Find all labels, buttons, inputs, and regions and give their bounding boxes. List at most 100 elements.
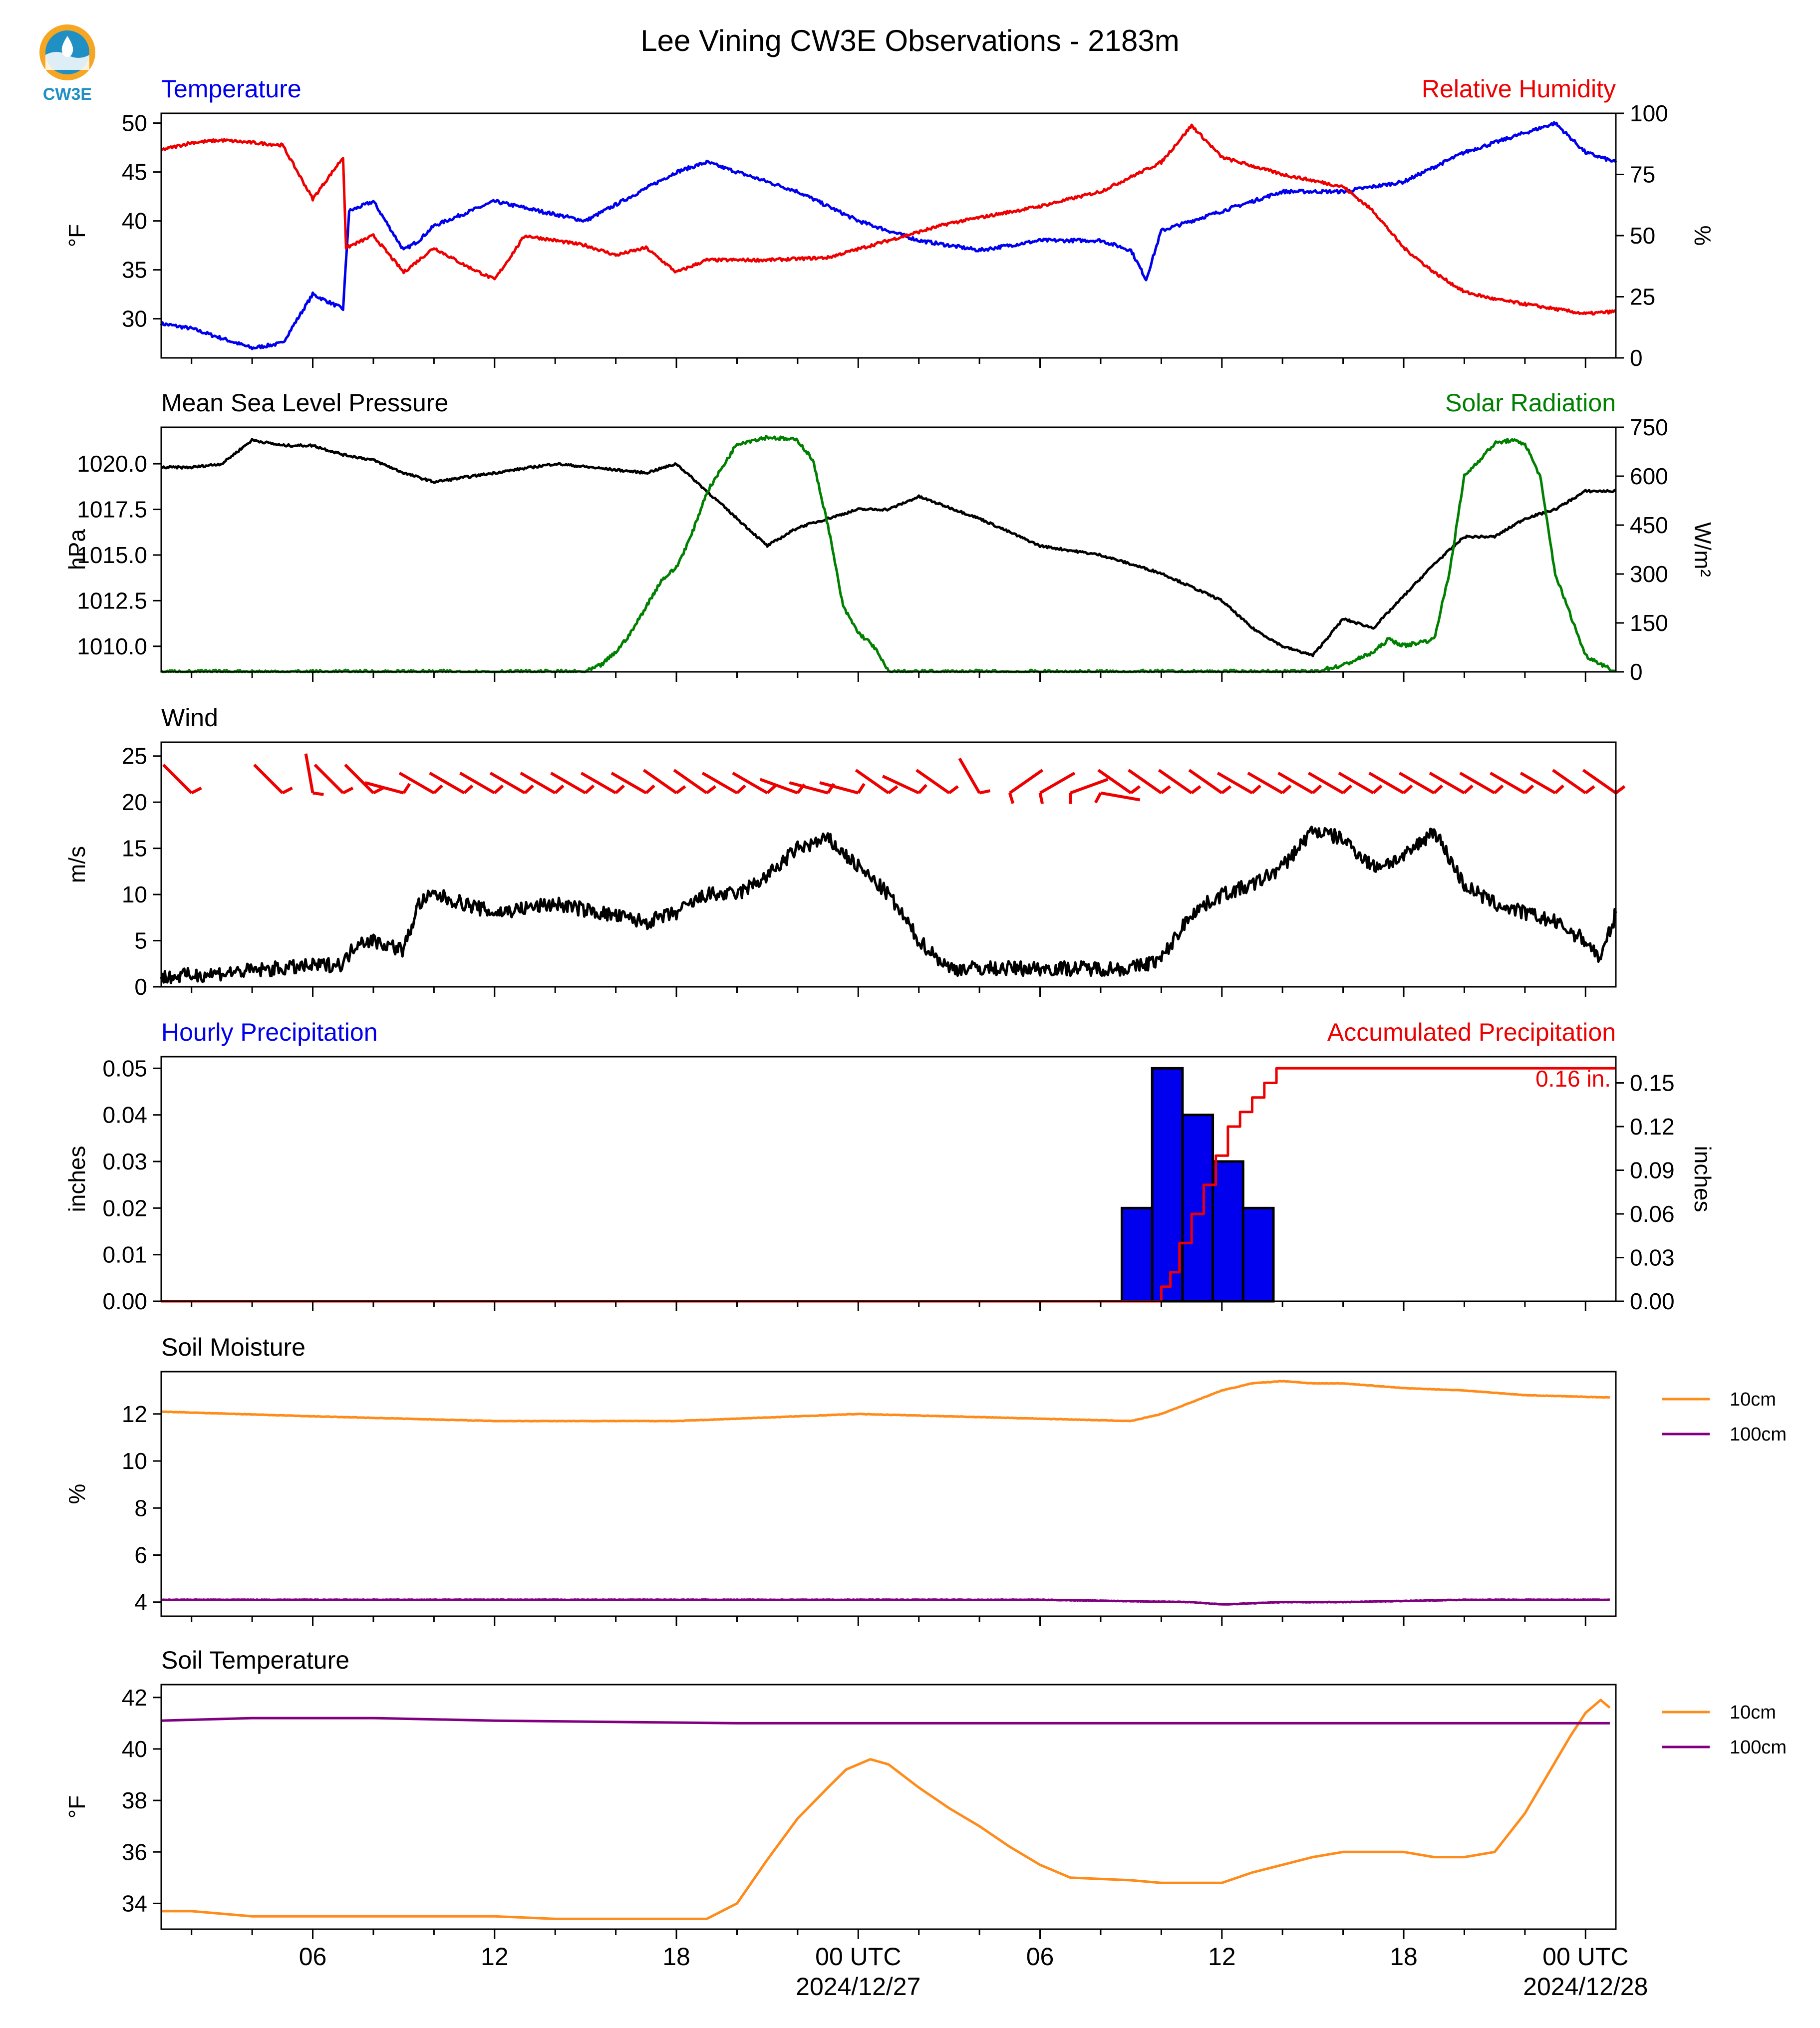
wind-barb-flag bbox=[1523, 784, 1534, 794]
wind-barb bbox=[882, 775, 919, 795]
y-tick-label: 0.03 bbox=[102, 1149, 147, 1174]
y2-axis-label: W/m² bbox=[1690, 522, 1716, 577]
wind-barb bbox=[1368, 772, 1405, 795]
wind-barb-flag bbox=[1008, 792, 1015, 804]
wind-barb bbox=[1158, 769, 1193, 795]
y-axis-label: °F bbox=[64, 224, 90, 248]
wind-barb bbox=[958, 757, 981, 794]
x-tick-label: 12 bbox=[1208, 1943, 1236, 1971]
y-tick-label: 15 bbox=[122, 836, 147, 862]
wind-barb bbox=[1552, 769, 1587, 795]
panel-left-title: Temperature bbox=[161, 75, 302, 103]
wind-barb-flag bbox=[1130, 785, 1141, 795]
wind-barb bbox=[550, 772, 587, 795]
wind-barb-flag bbox=[433, 784, 443, 794]
wind-barb bbox=[364, 781, 404, 795]
wind-barb-flag bbox=[1494, 784, 1504, 794]
y-tick-label: 20 bbox=[122, 789, 147, 815]
wind-barb-flag bbox=[948, 785, 959, 795]
legend-label: 100cm bbox=[1730, 1424, 1787, 1445]
wind-barb-flag bbox=[1372, 784, 1383, 794]
y-tick-label: 40 bbox=[122, 208, 147, 234]
x-tick-label: 18 bbox=[662, 1943, 690, 1971]
plot-frame bbox=[160, 1371, 1617, 1617]
y-tick-label: 10 bbox=[122, 881, 147, 907]
y-tick-label: 45 bbox=[122, 159, 147, 185]
plot-frame bbox=[160, 741, 1617, 988]
wind-barb-flag bbox=[1251, 784, 1261, 794]
precip-bar bbox=[1212, 1160, 1244, 1303]
wind-barb-flag bbox=[1342, 784, 1352, 794]
precip-bar bbox=[1120, 1206, 1154, 1303]
wind-barb bbox=[304, 753, 314, 794]
y-tick-label: 0.01 bbox=[102, 1242, 147, 1268]
wind-barb bbox=[1247, 772, 1283, 795]
x-tick-label: 00 UTC bbox=[1542, 1943, 1628, 1971]
wind-barb bbox=[580, 772, 617, 795]
wind-barb-flag bbox=[342, 787, 354, 795]
100cm-series-line bbox=[161, 1598, 1610, 1606]
figure-title: Lee Vining CW3E Observations - 2183m bbox=[640, 24, 1179, 57]
plot-frame bbox=[160, 1684, 1617, 1930]
y-tick-label: 4 bbox=[134, 1589, 147, 1615]
y2-axis-label: % bbox=[1690, 226, 1716, 246]
wind-barb-flag bbox=[1220, 785, 1232, 795]
plot-frame bbox=[160, 112, 1617, 359]
y2-tick-label: 750 bbox=[1630, 414, 1668, 440]
wind-barb-flag bbox=[1554, 784, 1564, 794]
panel-right-title: Relative Humidity bbox=[1422, 75, 1616, 103]
wind-barb bbox=[642, 769, 677, 795]
wind-barb-flag bbox=[1433, 784, 1444, 794]
wind-barb-flag bbox=[493, 784, 504, 794]
wind-barb-flag bbox=[402, 783, 411, 794]
y-axis-label: % bbox=[64, 1484, 90, 1504]
wind-barb-flag bbox=[554, 784, 565, 794]
legend-label: 10cm bbox=[1730, 1389, 1776, 1410]
wind-barb bbox=[1128, 769, 1163, 795]
wind-barb bbox=[855, 769, 890, 795]
y-axis-label: °F bbox=[64, 1795, 90, 1819]
wind-barb bbox=[1097, 769, 1132, 795]
y-tick-label: 1020.0 bbox=[77, 451, 147, 477]
wind-barb bbox=[1398, 772, 1435, 795]
wind-barb-flag bbox=[584, 784, 595, 794]
wind-barb bbox=[1188, 769, 1223, 795]
y-tick-label: 8 bbox=[134, 1495, 147, 1521]
series-line bbox=[160, 121, 1617, 350]
wind-barb bbox=[732, 772, 768, 795]
y2-tick-label: 25 bbox=[1630, 284, 1655, 310]
wind-barb bbox=[1039, 772, 1076, 795]
wind-barb-flag bbox=[1403, 784, 1413, 794]
wind-barb-flag bbox=[191, 787, 202, 795]
y-tick-label: 10 bbox=[122, 1448, 147, 1474]
series-line bbox=[160, 434, 1617, 673]
panel-left-title: Soil Temperature bbox=[161, 1646, 349, 1674]
y-axis-label: inches bbox=[64, 1146, 90, 1212]
wind-barb bbox=[1459, 772, 1496, 795]
y-tick-label: 38 bbox=[122, 1787, 147, 1813]
panel-left-title: Mean Sea Level Pressure bbox=[161, 389, 448, 417]
wind-barb bbox=[1277, 772, 1314, 795]
panel-right-title: Solar Radiation bbox=[1445, 389, 1616, 417]
precipitation-panel: 0.00 0.01 0.02 0.03 0.04 0.05 0.00 0.03 0.06 0.09… bbox=[64, 1018, 1716, 1314]
y-tick-label: 50 bbox=[122, 110, 147, 136]
y2-tick-label: 450 bbox=[1630, 512, 1668, 538]
x-tick-label: 18 bbox=[1390, 1943, 1418, 1971]
wind-barb-flag bbox=[1584, 785, 1595, 795]
x-date-label: 2024/12/27 bbox=[796, 1973, 920, 2001]
wind-barb-flag bbox=[282, 787, 293, 795]
soil-moisture-panel: 4 6 8 10 12 Soil Moisture% 10cm 100cm bbox=[64, 1333, 1787, 1626]
wind-barb bbox=[1009, 769, 1044, 795]
x-date-label: 2024/12/28 bbox=[1523, 1973, 1648, 2001]
y2-tick-label: 50 bbox=[1630, 223, 1655, 249]
wind-barb bbox=[1519, 772, 1556, 795]
y-axis-label: m/s bbox=[64, 846, 90, 883]
wind-barb bbox=[520, 772, 556, 795]
y2-tick-label: 75 bbox=[1630, 162, 1655, 188]
y2-tick-label: 0.09 bbox=[1630, 1158, 1675, 1183]
plot-frame bbox=[160, 426, 1617, 673]
wind-barb-flag bbox=[1069, 793, 1073, 804]
y2-axis-label: inches bbox=[1690, 1146, 1716, 1212]
wind-barb bbox=[1338, 772, 1374, 795]
precip-bar bbox=[1241, 1206, 1275, 1303]
